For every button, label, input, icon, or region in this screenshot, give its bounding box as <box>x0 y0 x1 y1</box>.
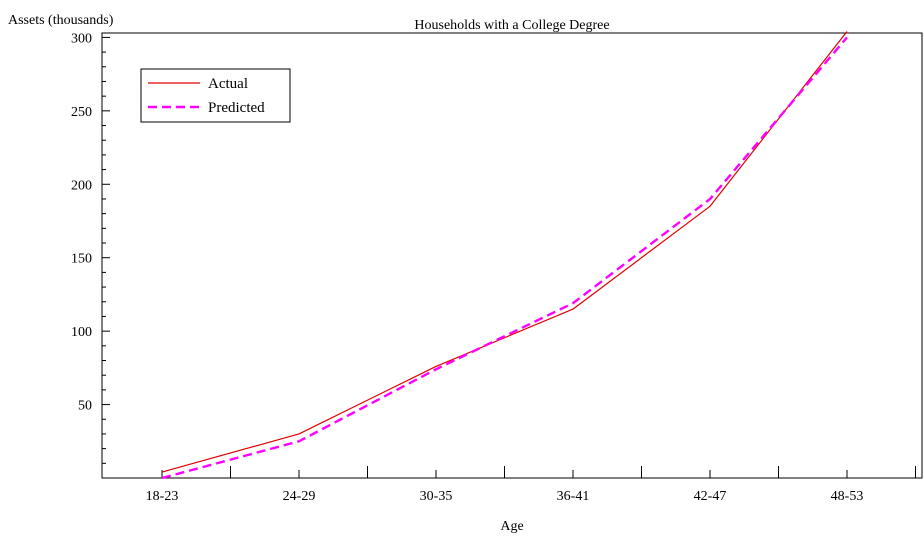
series-layer <box>161 31 848 480</box>
axes-layer: 50 100 150 200 250 300 18-23 24-29 30-35 36-41 42-… <box>71 31 916 504</box>
x-tick-label: 18-23 <box>146 489 179 504</box>
y-tick-label: 200 <box>71 178 92 193</box>
legend-label-actual: Actual <box>208 76 248 92</box>
series-line-actual <box>161 31 848 473</box>
y-tick-label: 50 <box>78 399 92 414</box>
legend-label-predicted: Predicted <box>208 100 265 116</box>
y-tick-label: 250 <box>71 105 92 120</box>
x-tick-label: 30-35 <box>420 489 453 504</box>
y-axis-title: Assets (thousands) <box>8 13 114 28</box>
x-tick-label: 42-47 <box>694 489 727 504</box>
plot-area <box>101 32 923 479</box>
x-tick-label: 36-41 <box>557 489 590 504</box>
y-tick-label: 100 <box>71 325 92 340</box>
y-tick-label: 150 <box>71 252 92 267</box>
legend: Actual Predicted <box>140 68 291 123</box>
x-tick-label: 48-53 <box>831 489 864 504</box>
x-axis-title: Age <box>500 519 523 534</box>
y-tick-label: 300 <box>71 31 92 46</box>
series-line-predicted <box>161 36 848 480</box>
chart-title: Households with a College Degree <box>414 18 609 33</box>
x-tick-label: 24-29 <box>283 489 316 504</box>
legend-box <box>140 68 291 123</box>
